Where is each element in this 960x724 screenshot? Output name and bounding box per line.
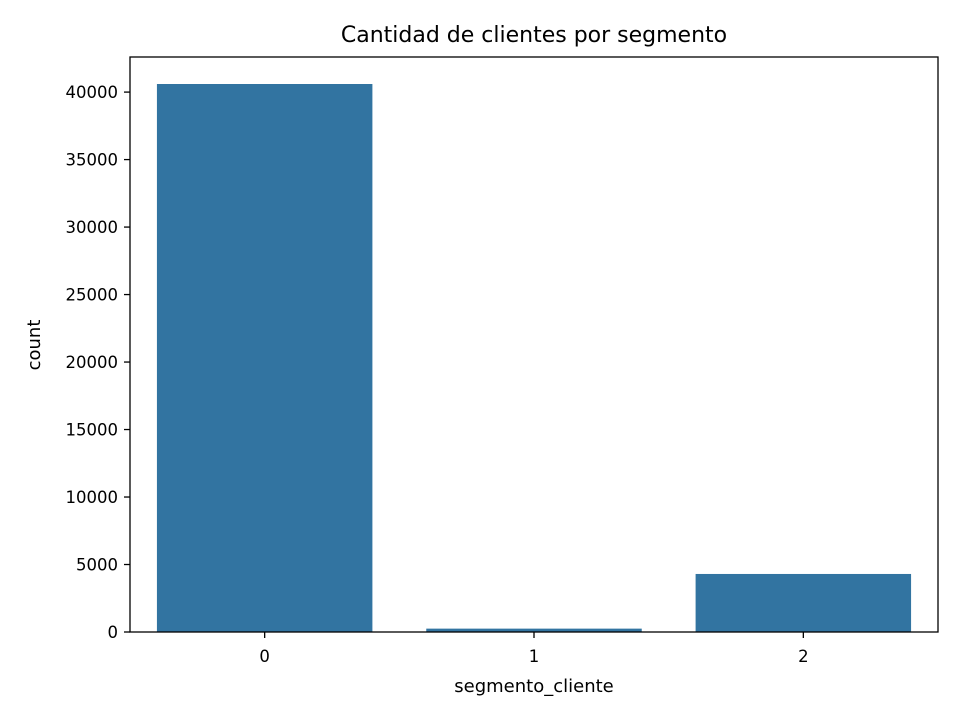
bar-segment-2 [695,573,912,632]
y-tick-label-30000: 30000 [66,218,119,237]
y-tick-label-20000: 20000 [66,353,119,372]
chart-title: Cantidad de clientes por segmento [341,23,727,48]
y-tick-label-25000: 25000 [66,286,119,305]
y-tick-label-10000: 10000 [66,488,119,507]
bar-segment-1 [426,628,642,632]
y-tick-label-35000: 35000 [66,151,119,170]
y-axis-label: count [24,320,45,371]
bars-layer [156,84,912,632]
bar-segment-0 [156,84,373,632]
y-tick-label-0: 0 [108,623,119,642]
y-tick-label-40000: 40000 [66,83,119,102]
x-tick-label-2: 2 [798,647,809,666]
x-axis-ticks: 0 1 2 [259,632,809,666]
x-tick-label-0: 0 [259,647,270,666]
x-tick-label-1: 1 [529,647,540,666]
y-tick-label-5000: 5000 [76,556,118,575]
x-axis-label: segmento_cliente [454,676,613,697]
y-axis-ticks: 0 5000 10000 15000 20000 25000 30000 35000 40000 [66,83,130,642]
y-tick-label-15000: 15000 [66,421,119,440]
